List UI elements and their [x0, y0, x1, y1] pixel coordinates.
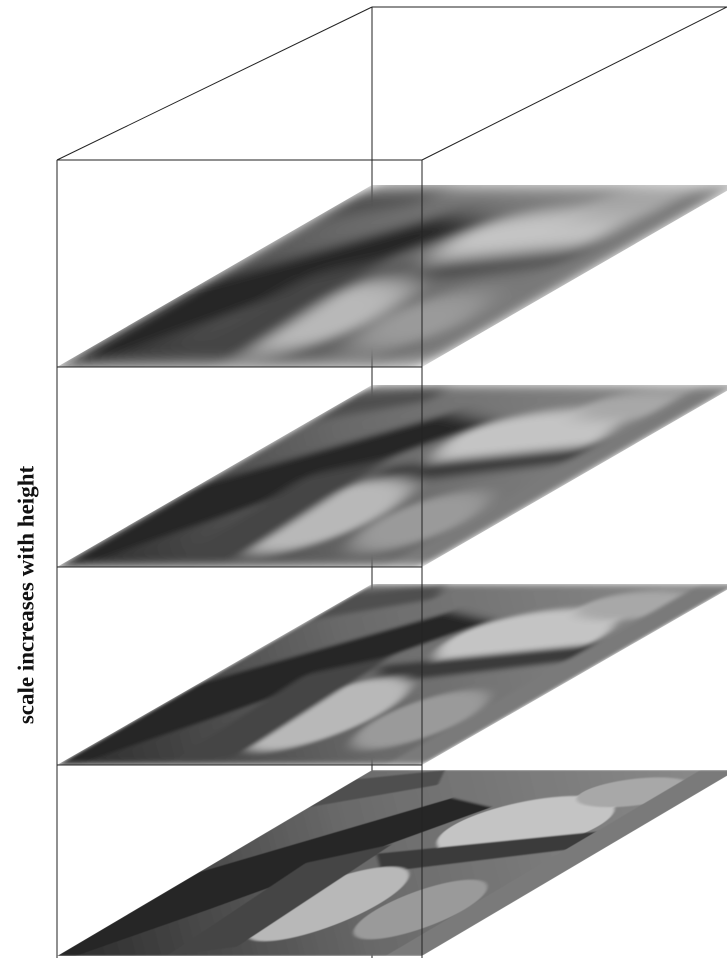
scale-plane-3 — [57, 385, 727, 567]
scale-plane-1 — [57, 770, 727, 956]
scale-plane-2 — [57, 584, 727, 765]
axis-label: scale increases with height — [13, 466, 38, 725]
scale-plane-4 — [57, 185, 727, 367]
box-front-edges — [56, 159, 423, 958]
